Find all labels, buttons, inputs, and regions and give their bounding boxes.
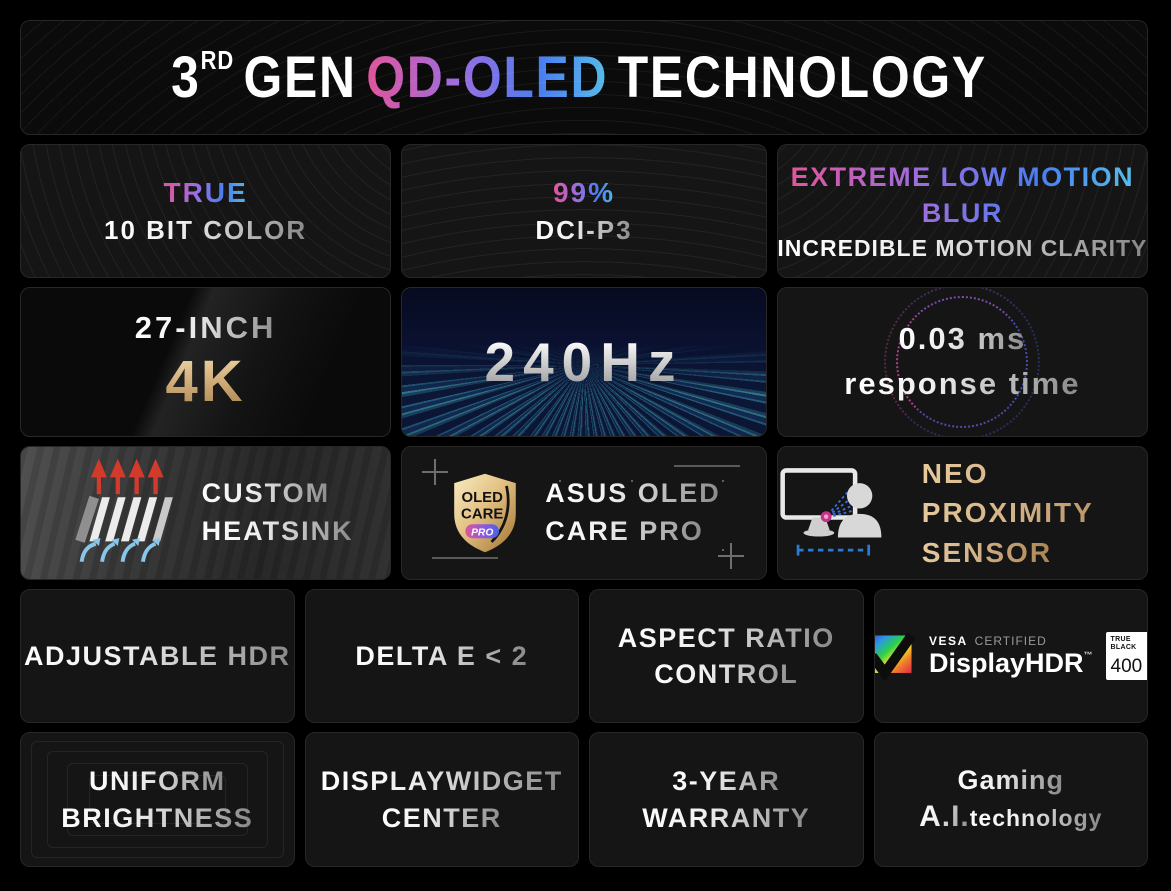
- heatsink-label-line1: CUSTOM: [202, 475, 331, 513]
- gaming-ai-line1: Gaming: [957, 765, 1064, 795]
- oled-care-label-line1: ASUS OLED: [545, 475, 721, 513]
- card-displaywidget: DISPLAYWIDGET CENTER: [304, 732, 579, 867]
- card-240hz: 240Hz: [401, 287, 767, 437]
- card-vesa-displayhdr: VESA CERTIFIED DisplayHDR™ TRUE BLACK 400: [873, 589, 1148, 723]
- card-true-10bit: TRUE 10 BIT COLOR: [20, 144, 392, 278]
- card-response-time: 0.03 ms response time: [776, 287, 1148, 437]
- refresh-rate-value: 240Hz: [484, 331, 684, 393]
- card-neo-proximity: NEO PROXIMITY SENSOR: [776, 446, 1148, 580]
- displaywidget-line2: CENTER: [382, 800, 502, 836]
- uniform-line1: UNIFORM: [89, 763, 225, 799]
- response-value: 0.03 ms: [899, 317, 1027, 362]
- banner-ordinal: RD: [200, 47, 235, 75]
- heatsink-icon: [58, 457, 176, 569]
- true-black-label2: BLACK: [1110, 644, 1137, 652]
- elmb-title: EXTREME LOW MOTION BLUR: [790, 160, 1135, 230]
- svg-text:OLED: OLED: [462, 489, 504, 506]
- vesa-rainbow-check-icon: [874, 632, 916, 680]
- card-aspect-ratio: ASPECT RATIO CONTROL: [589, 589, 864, 723]
- speed-streaks-background: [402, 288, 766, 436]
- header-banner: 3RD GEN QD-OLED TECHNOLOGY: [20, 20, 1148, 135]
- card-custom-heatsink: CUSTOM HEATSINK: [20, 446, 392, 580]
- card-oled-care-pro: OLED CARE PRO ASUS OLED CARE PRO: [401, 446, 767, 580]
- card-elmb: EXTREME LOW MOTION BLUR INCREDIBLE MOTIO…: [776, 144, 1148, 278]
- vesa-trademark: ™: [1083, 649, 1093, 660]
- true-black-badge: TRUE BLACK 400: [1105, 632, 1148, 680]
- heatsink-label-line2: HEATSINK: [202, 513, 354, 551]
- card-adjustable-hdr: ADJUSTABLE HDR: [20, 589, 295, 723]
- aspect-ratio-line2: CONTROL: [654, 656, 798, 692]
- aspect-ratio-line1: ASPECT RATIO: [618, 620, 835, 656]
- uniform-line2: BRIGHTNESS: [61, 800, 253, 836]
- dci-p3-title: 99%: [552, 176, 616, 208]
- displaywidget-line1: DISPLAYWIDGET: [321, 763, 563, 799]
- corner-mark-line-tr: [673, 465, 740, 467]
- dotted-ring-outer: [884, 288, 1041, 436]
- corner-mark-plus-tl2: [422, 471, 449, 473]
- dci-p3-subtitle: DCI-P3: [535, 214, 633, 245]
- gaming-ai-small: technology: [969, 805, 1103, 831]
- true-10bit-subtitle: 10 BIT COLOR: [104, 214, 308, 245]
- banner-brand-gradient: QD-OLED: [366, 45, 609, 110]
- proximity-sensor-icon: [778, 465, 896, 561]
- adjustable-hdr-label: ADJUSTABLE HDR: [24, 638, 291, 674]
- resolution-line: 4K: [165, 348, 246, 414]
- card-27-inch-4k: 27-INCH 4K: [20, 287, 392, 437]
- elmb-subtitle: INCREDIBLE MOTION CLARITY: [777, 234, 1148, 261]
- response-label: response time: [844, 362, 1080, 407]
- oled-care-label-line2: CARE PRO: [545, 513, 704, 551]
- card-uniform-brightness: UNIFORM BRIGHTNESS: [20, 732, 295, 867]
- vesa-brand: VESA: [928, 633, 968, 648]
- card-warranty: 3-YEAR WARRANTY: [589, 732, 864, 867]
- true-black-value: 400: [1110, 656, 1143, 677]
- warranty-line1: 3-YEAR: [672, 763, 780, 799]
- banner-number: 3: [171, 45, 201, 110]
- dotted-ring-icon: [896, 296, 1029, 428]
- corner-mark-plus-br2: [717, 555, 744, 557]
- svg-text:CARE: CARE: [461, 506, 503, 523]
- proximity-label-line1: NEO PROXIMITY: [922, 454, 1147, 532]
- svg-text:PRO: PRO: [471, 527, 493, 538]
- vesa-product: DisplayHDR: [928, 647, 1084, 678]
- banner-title: 3RD GEN QD-OLED TECHNOLOGY: [171, 44, 996, 111]
- banner-tech: TECHNOLOGY: [617, 45, 988, 110]
- true-black-label1: TRUE: [1110, 636, 1131, 643]
- corner-mark-line-bl: [432, 557, 499, 559]
- card-gaming-ai: Gaming A.I.technology: [873, 732, 1148, 867]
- gaming-ai-big: A.I.: [919, 800, 970, 833]
- delta-e-label: DELTA E < 2: [355, 638, 528, 674]
- banner-gen: GEN: [243, 45, 358, 110]
- proximity-label-line2: SENSOR: [922, 533, 1052, 572]
- warranty-line2: WARRANTY: [642, 800, 810, 836]
- card-dci-p3: 99% DCI-P3: [401, 144, 767, 278]
- oled-care-badge-icon: OLED CARE PRO: [447, 471, 523, 555]
- true-10bit-title: TRUE: [163, 176, 248, 208]
- size-line: 27-INCH: [134, 309, 277, 345]
- card-delta-e: DELTA E < 2: [304, 589, 579, 723]
- vesa-certified: CERTIFIED: [974, 633, 1047, 648]
